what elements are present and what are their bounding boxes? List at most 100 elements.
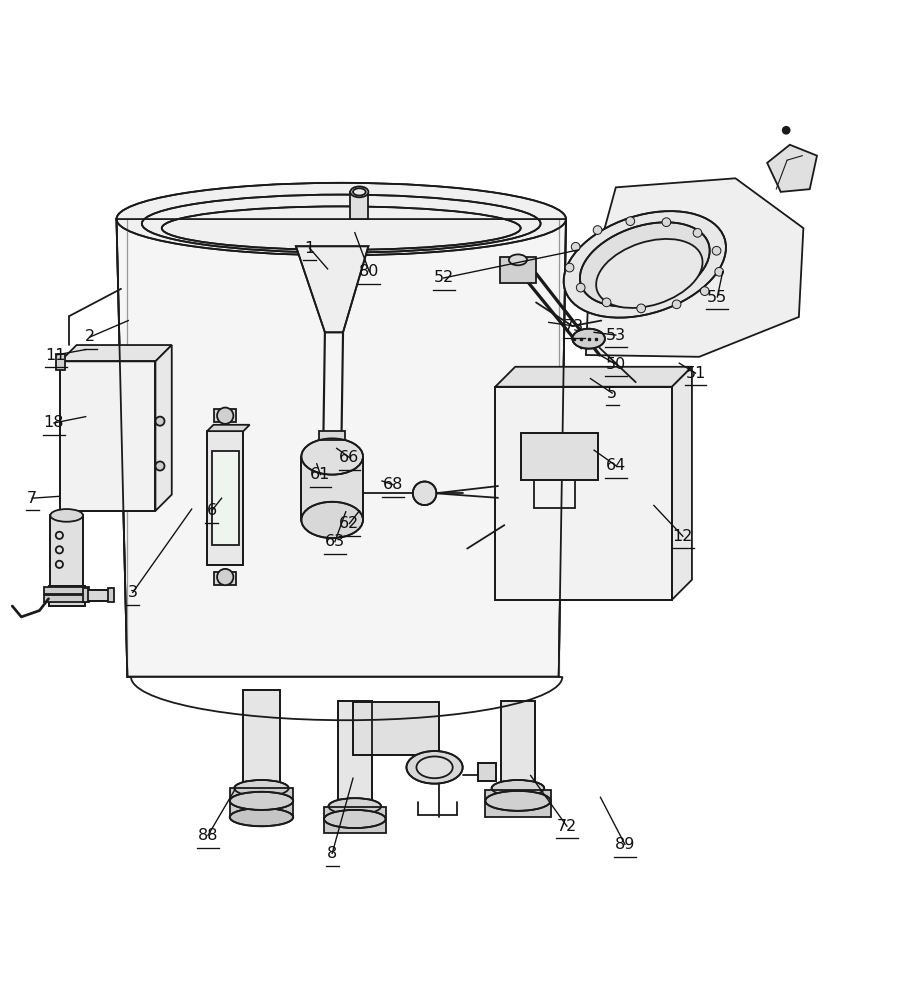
Bar xyxy=(337,701,372,810)
Text: 52: 52 xyxy=(434,270,454,285)
Ellipse shape xyxy=(350,186,368,197)
Text: 2: 2 xyxy=(85,329,95,344)
Text: 6: 6 xyxy=(206,503,216,518)
Bar xyxy=(108,588,114,602)
Text: 12: 12 xyxy=(673,529,693,544)
Text: 66: 66 xyxy=(339,450,359,465)
Circle shape xyxy=(662,218,671,227)
Circle shape xyxy=(571,242,580,251)
Bar xyxy=(319,431,345,440)
Ellipse shape xyxy=(416,756,453,778)
Bar xyxy=(55,354,65,370)
Bar xyxy=(353,702,439,755)
Ellipse shape xyxy=(235,780,289,796)
Bar xyxy=(44,587,89,594)
Text: 5: 5 xyxy=(607,386,617,401)
Circle shape xyxy=(713,246,721,255)
Text: 61: 61 xyxy=(310,467,331,482)
Circle shape xyxy=(576,283,585,292)
Circle shape xyxy=(694,229,702,237)
Ellipse shape xyxy=(162,206,521,250)
Ellipse shape xyxy=(230,792,294,810)
Text: 80: 80 xyxy=(359,264,379,279)
Text: 18: 18 xyxy=(44,415,65,430)
Bar xyxy=(215,572,236,585)
Text: 88: 88 xyxy=(198,828,218,843)
Bar xyxy=(44,595,89,602)
Polygon shape xyxy=(155,345,172,511)
Bar xyxy=(478,763,496,781)
Circle shape xyxy=(594,226,602,234)
Bar xyxy=(244,690,280,792)
Bar xyxy=(495,387,672,600)
Bar xyxy=(50,515,83,588)
Ellipse shape xyxy=(230,808,294,826)
Bar xyxy=(495,387,672,600)
Ellipse shape xyxy=(485,791,551,811)
Ellipse shape xyxy=(573,329,604,349)
Text: 8: 8 xyxy=(327,846,337,861)
Text: 51: 51 xyxy=(685,366,705,381)
Ellipse shape xyxy=(564,211,726,318)
Circle shape xyxy=(565,263,574,272)
Bar xyxy=(207,431,244,565)
Bar xyxy=(350,192,368,219)
Bar xyxy=(324,807,385,833)
Text: 72: 72 xyxy=(556,819,577,834)
Text: 55: 55 xyxy=(707,290,727,305)
Bar xyxy=(48,586,85,606)
Bar xyxy=(501,701,535,792)
Text: 68: 68 xyxy=(383,477,403,492)
Circle shape xyxy=(155,461,165,471)
Text: 53: 53 xyxy=(605,328,626,343)
Circle shape xyxy=(626,217,634,226)
Circle shape xyxy=(714,267,724,276)
Bar xyxy=(485,790,551,817)
Bar xyxy=(50,515,83,588)
Bar xyxy=(302,457,363,520)
Bar xyxy=(83,588,88,602)
Bar xyxy=(500,257,536,283)
Ellipse shape xyxy=(596,239,703,308)
Text: 3: 3 xyxy=(128,585,138,600)
Text: 64: 64 xyxy=(605,458,626,473)
Bar xyxy=(521,433,598,480)
Ellipse shape xyxy=(328,798,381,814)
Bar xyxy=(230,788,294,817)
Bar xyxy=(85,590,112,601)
Polygon shape xyxy=(296,246,368,332)
Circle shape xyxy=(637,304,645,313)
Polygon shape xyxy=(586,178,804,357)
Text: 11: 11 xyxy=(45,348,66,363)
Text: 1: 1 xyxy=(305,241,315,256)
Bar xyxy=(207,431,244,565)
Bar xyxy=(478,763,496,781)
Text: 62: 62 xyxy=(339,516,359,531)
Bar xyxy=(244,690,280,792)
Circle shape xyxy=(155,417,165,426)
Text: 73: 73 xyxy=(564,319,584,334)
Ellipse shape xyxy=(353,188,365,196)
Text: 7: 7 xyxy=(27,491,37,506)
Ellipse shape xyxy=(142,195,541,253)
Circle shape xyxy=(217,569,234,585)
Circle shape xyxy=(673,300,681,309)
Polygon shape xyxy=(495,367,692,387)
Polygon shape xyxy=(60,345,172,361)
Ellipse shape xyxy=(324,810,385,828)
Bar xyxy=(337,701,372,810)
Bar xyxy=(215,409,236,422)
Text: 63: 63 xyxy=(325,534,345,549)
Bar xyxy=(48,586,85,606)
Bar xyxy=(60,361,155,511)
Bar xyxy=(85,590,112,601)
Ellipse shape xyxy=(509,254,527,265)
Polygon shape xyxy=(116,219,566,677)
Ellipse shape xyxy=(580,222,710,306)
Circle shape xyxy=(413,482,436,505)
Ellipse shape xyxy=(406,751,463,784)
Ellipse shape xyxy=(50,509,83,522)
Ellipse shape xyxy=(116,183,566,255)
Bar xyxy=(60,361,155,511)
Ellipse shape xyxy=(302,502,363,538)
